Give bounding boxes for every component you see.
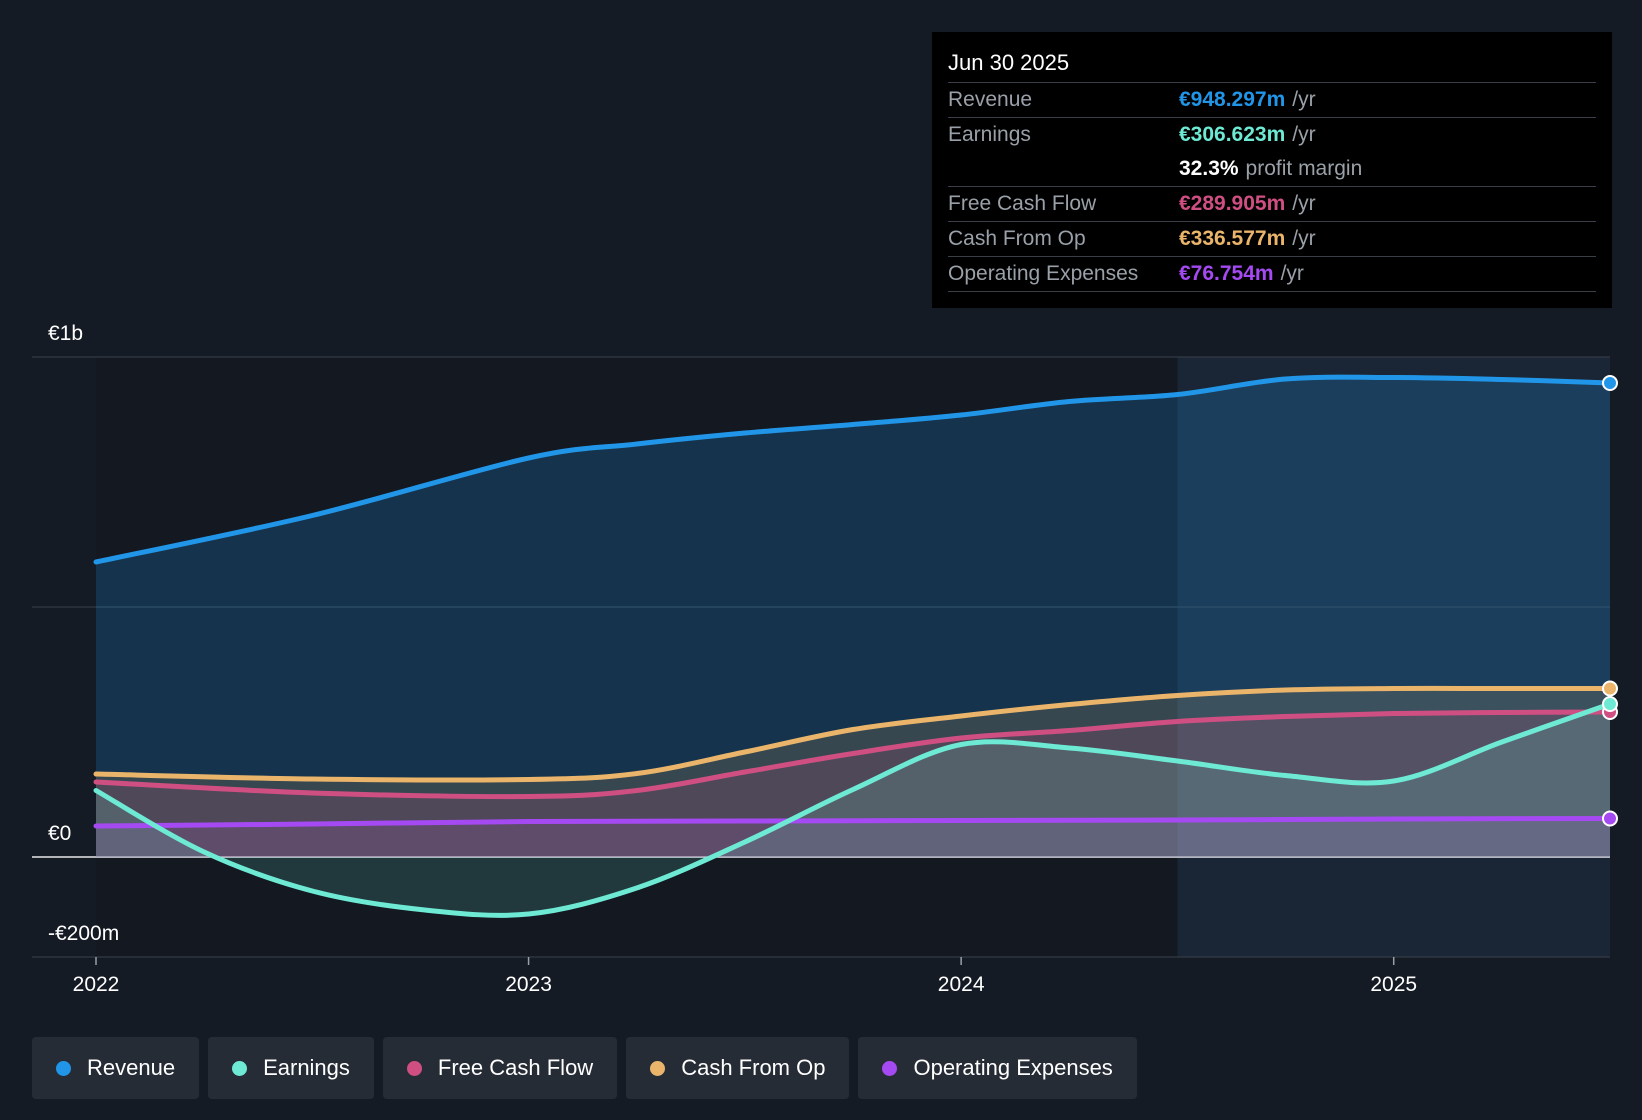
tooltip-unit: profit margin bbox=[1245, 157, 1363, 180]
tooltip-panel: Jun 30 2025 Revenue €948.297m /yr Earnin… bbox=[932, 32, 1612, 308]
legend-item-cash-from-op[interactable]: Cash From Op bbox=[626, 1037, 850, 1099]
tooltip-label: Operating Expenses bbox=[948, 262, 1139, 285]
tooltip-value: €289.905m bbox=[1179, 192, 1286, 215]
legend-item-earnings[interactable]: Earnings bbox=[208, 1037, 374, 1099]
x-tick-label: 2025 bbox=[1370, 973, 1417, 996]
tooltip-value: 32.3% bbox=[1179, 157, 1239, 180]
tooltip-label: Earnings bbox=[948, 123, 1031, 146]
y-tick-label: -€200m bbox=[48, 922, 119, 945]
end-marker-operating-expenses bbox=[1602, 810, 1618, 827]
end-marker-earnings bbox=[1602, 696, 1618, 712]
end-marker-cash-from-op bbox=[1602, 680, 1618, 697]
legend-label: Earnings bbox=[263, 1055, 350, 1080]
tooltip-label: Cash From Op bbox=[948, 227, 1086, 250]
tooltip-unit: /yr bbox=[1292, 192, 1316, 215]
line-revenue bbox=[93, 374, 1613, 565]
line-earnings bbox=[93, 701, 1613, 918]
tooltip-value: €76.754m bbox=[1179, 262, 1274, 285]
series-end-markers bbox=[1602, 375, 1618, 827]
area-earnings bbox=[96, 704, 1610, 916]
gridlines bbox=[32, 356, 1610, 958]
tooltip-row-revenue: Revenue €948.297m /yr bbox=[948, 82, 1596, 117]
x-tick-label: 2024 bbox=[938, 973, 985, 996]
chart: €1b €0 -€200m 2022 2023 2024 2025 bbox=[32, 322, 1618, 996]
legend-label: Cash From Op bbox=[681, 1055, 826, 1080]
tooltip-label: Revenue bbox=[948, 88, 1033, 111]
legend-label: Operating Expenses bbox=[913, 1055, 1113, 1080]
y-tick-label: €0 bbox=[48, 822, 71, 845]
series-lines bbox=[93, 374, 1613, 918]
legend-dot-icon bbox=[406, 1060, 422, 1076]
x-tick-label: 2022 bbox=[73, 973, 120, 996]
tooltip-date: Jun 30 2025 bbox=[948, 50, 1070, 75]
tooltip-row-profit-margin: 32.3% profit margin bbox=[948, 152, 1596, 186]
series-areas bbox=[96, 377, 1610, 916]
tooltip-unit: /yr bbox=[1292, 227, 1316, 250]
legend-dot-icon bbox=[56, 1060, 71, 1076]
y-tick-label: €1b bbox=[48, 322, 83, 345]
end-marker-revenue bbox=[1602, 375, 1618, 391]
legend-dot-icon bbox=[232, 1060, 248, 1076]
legend: Revenue Earnings Free Cash Flow Cash Fro… bbox=[32, 1037, 1137, 1099]
y-axis: €1b €0 -€200m bbox=[48, 322, 119, 945]
line-operating-expenses bbox=[93, 816, 1613, 829]
tooltip-row-free-cash-flow: Free Cash Flow €289.905m /yr bbox=[948, 186, 1596, 221]
legend-label: Free Cash Flow bbox=[437, 1055, 594, 1080]
tooltip-value: €948.297m bbox=[1179, 88, 1286, 111]
tooltip-unit: /yr bbox=[1292, 88, 1316, 111]
legend-item-revenue[interactable]: Revenue bbox=[32, 1037, 200, 1099]
tooltip-value: €306.623m bbox=[1179, 123, 1286, 146]
area-cash-from-op bbox=[96, 688, 1610, 857]
tooltip-row-earnings: Earnings €306.623m /yr bbox=[948, 117, 1596, 152]
tooltip-row-cash-from-op: Cash From Op €336.577m /yr bbox=[948, 221, 1596, 256]
legend-item-free-cash-flow[interactable]: Free Cash Flow bbox=[382, 1037, 618, 1099]
area-operating-expenses bbox=[96, 818, 1610, 857]
tooltip-value: €336.577m bbox=[1179, 227, 1286, 250]
line-cash-from-op bbox=[93, 685, 1613, 783]
legend-label: Revenue bbox=[87, 1055, 176, 1080]
legend-dot-icon bbox=[882, 1060, 898, 1076]
tooltip-unit: /yr bbox=[1280, 262, 1304, 285]
legend-item-operating-expenses[interactable]: Operating Expenses bbox=[858, 1037, 1137, 1099]
legend-dot-icon bbox=[650, 1060, 666, 1076]
line-free-cash-flow bbox=[93, 709, 1613, 800]
tooltip-unit: /yr bbox=[1292, 123, 1316, 146]
x-tick-label: 2023 bbox=[505, 973, 552, 996]
area-revenue bbox=[96, 377, 1610, 857]
tooltip-label: Free Cash Flow bbox=[948, 192, 1097, 215]
x-axis: 2022 2023 2024 2025 bbox=[73, 957, 1417, 996]
tooltip-row-operating-expenses: Operating Expenses €76.754m /yr bbox=[948, 256, 1596, 292]
